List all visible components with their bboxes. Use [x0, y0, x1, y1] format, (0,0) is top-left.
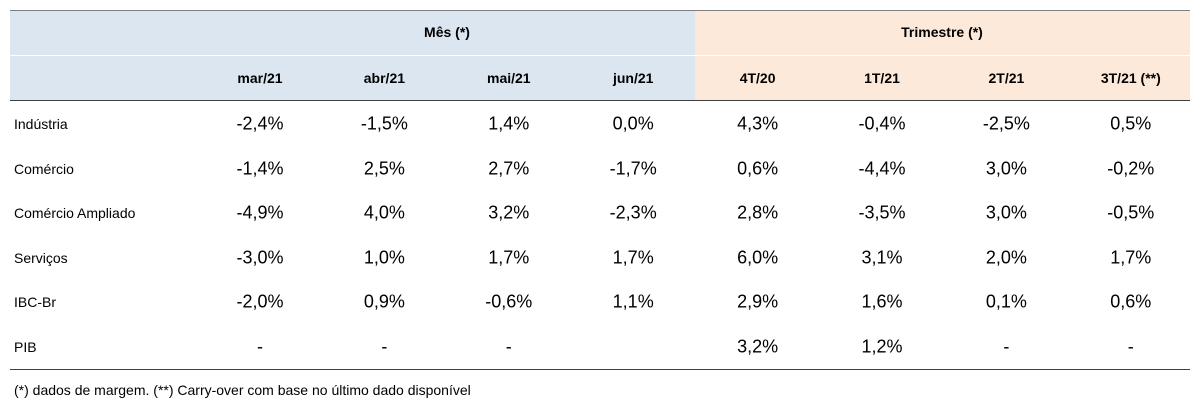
cell-value: -2,4%: [236, 113, 284, 134]
column-header: mai/21: [487, 70, 531, 86]
cell-value: -3,5%: [858, 202, 906, 223]
cell-value: 2,0%: [985, 247, 1027, 268]
group-header: Trimestre (*): [901, 24, 983, 40]
cell-value: -0,2%: [1107, 158, 1155, 179]
column-header: 2T/21: [988, 70, 1025, 86]
cell-value: 1,4%: [488, 113, 530, 134]
group-header: Mês (*): [424, 24, 470, 40]
cell-value: 0,6%: [1110, 291, 1152, 312]
cell-value: -2,5%: [982, 113, 1030, 134]
cell-value: -2,3%: [609, 202, 657, 223]
row-label: Comércio: [14, 160, 74, 177]
cell-value: 2,8%: [737, 202, 779, 223]
cell-value: 0,1%: [985, 291, 1027, 312]
cell-value: 3,0%: [985, 158, 1027, 179]
group-rule: [10, 55, 1190, 56]
cell-value: 3,1%: [861, 247, 903, 268]
cell-value: 0,5%: [1110, 113, 1152, 134]
cell-value: -3,0%: [236, 247, 284, 268]
cell-value: -0,4%: [858, 113, 906, 134]
footnote: (*) dados de margem. (**) Carry-over com…: [14, 382, 471, 398]
cell-value: -0,5%: [1107, 202, 1155, 223]
cell-value: -4,9%: [236, 202, 284, 223]
cell-value: -: [257, 336, 263, 357]
cell-value: 3,0%: [985, 202, 1027, 223]
cell-value: 3,2%: [737, 336, 779, 357]
bottom-rule: [10, 369, 1190, 370]
row-label: IBC-Br: [14, 294, 56, 311]
column-header: 3T/21 (**): [1100, 70, 1161, 86]
row-label: PIB: [14, 339, 37, 355]
cell-value: 1,0%: [363, 247, 405, 268]
cell-value: 2,5%: [363, 158, 405, 179]
cell-value: -1,5%: [360, 113, 408, 134]
cell-value: -0,6%: [485, 291, 533, 312]
cell-value: 4,0%: [363, 202, 405, 223]
cell-value: 4,3%: [737, 113, 779, 134]
cell-value: 1,6%: [861, 291, 903, 312]
cell-value: 1,1%: [612, 291, 654, 312]
cell-value: -: [1127, 336, 1134, 357]
cell-value: 1,2%: [861, 336, 903, 357]
column-header: 1T/21: [864, 70, 900, 86]
cell-value: 2,7%: [488, 158, 530, 179]
cell-value: 1,7%: [1110, 247, 1152, 268]
cell-value: -: [1003, 336, 1010, 357]
header-rule: [10, 100, 1190, 101]
cell-value: -: [505, 336, 512, 357]
column-header: abr/21: [363, 70, 406, 86]
column-header: jun/21: [612, 70, 654, 86]
cell-value: 1,7%: [488, 247, 530, 268]
cell-value: -1,4%: [236, 158, 284, 179]
column-header: 4T/20: [739, 70, 776, 86]
row-label: Indústria: [14, 116, 68, 132]
cell-value: 3,2%: [488, 202, 530, 223]
cell-value: 0,9%: [363, 291, 405, 312]
row-label: Comércio Ampliado: [14, 205, 136, 222]
cell-value: 6,0%: [737, 247, 779, 268]
cell-value: 0,6%: [737, 158, 779, 179]
cell-value: 0,0%: [612, 113, 654, 134]
cell-value: 1,7%: [612, 247, 654, 268]
column-header: mar/21: [237, 70, 283, 86]
cell-value: -: [381, 336, 388, 357]
row-label: Serviços: [14, 249, 68, 266]
cell-value: -4,4%: [858, 158, 906, 179]
cell-value: -2,0%: [236, 291, 284, 312]
cell-value: -1,7%: [609, 158, 657, 179]
top-rule: [10, 10, 1190, 11]
cell-value: 2,9%: [737, 291, 779, 312]
